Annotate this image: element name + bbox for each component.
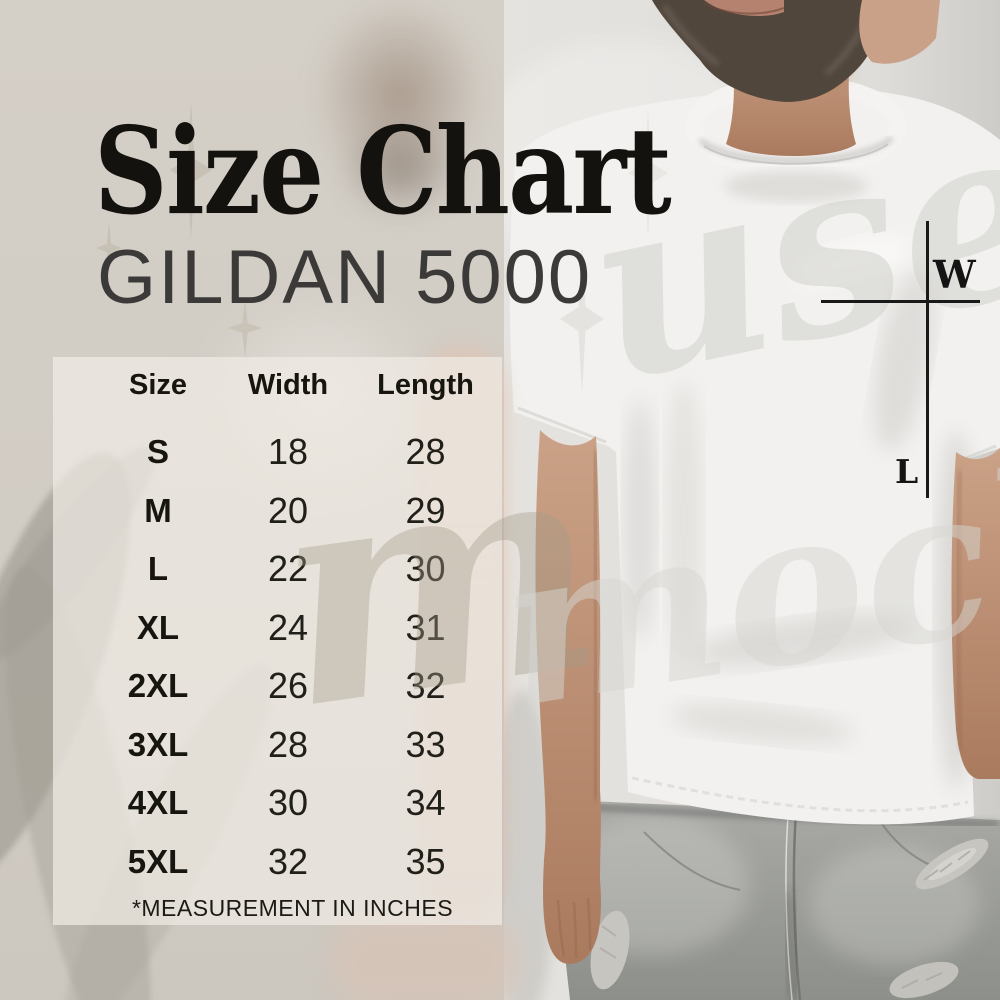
- size-label: 2XL: [127, 667, 189, 705]
- column-header-width: Width: [247, 368, 329, 401]
- length-value: 35: [405, 840, 446, 882]
- length-measure-line: [926, 221, 929, 498]
- length-value: 32: [405, 665, 446, 707]
- length-measure-label: L: [895, 452, 919, 491]
- width-value: 30: [267, 782, 309, 824]
- size-table-panel: Size Width Length S 18 28 M 20 29 L 22 3…: [53, 357, 502, 925]
- width-value: 26: [267, 665, 309, 707]
- size-label: 5XL: [127, 842, 189, 880]
- width-value: 20: [267, 489, 309, 531]
- column-header-size: Size: [128, 368, 188, 401]
- jeans-rip: [889, 961, 959, 999]
- size-label: M: [144, 491, 172, 529]
- table-row: 3XL 28 33: [93, 716, 498, 775]
- hem-stitch: [631, 776, 969, 813]
- table-header-row: Size Width Length: [93, 357, 498, 413]
- table-row: 2XL 26 32: [93, 657, 498, 716]
- length-value: 28: [405, 431, 446, 473]
- size-label: 4XL: [127, 784, 189, 822]
- page-title: Size Chart: [94, 101, 672, 242]
- length-value: 34: [405, 782, 446, 824]
- size-label: S: [146, 433, 169, 471]
- table-row: M 20 29: [93, 482, 498, 541]
- right-arm: [535, 430, 601, 964]
- beard: [652, 0, 940, 102]
- length-value: 31: [405, 606, 446, 648]
- width-value: 28: [267, 723, 309, 765]
- jeans-rip: [915, 838, 989, 890]
- model-photo: [504, 0, 1000, 1000]
- table-row: S 18 28: [93, 423, 498, 482]
- width-value: 24: [267, 606, 309, 648]
- measurement-footnote: *MEASUREMENT IN INCHES: [131, 895, 454, 921]
- left-arm: [951, 448, 1000, 779]
- length-value: 29: [405, 489, 446, 531]
- size-label: L: [147, 550, 169, 588]
- length-value: 33: [405, 723, 446, 765]
- width-measure-label: W: [933, 252, 976, 297]
- table-body: S 18 28 M 20 29 L 22 30 XL 24 31 2XL 26: [93, 423, 498, 891]
- table-row: L 22 30: [93, 540, 498, 599]
- width-value: 22: [267, 548, 309, 590]
- table-row: XL 24 31: [93, 599, 498, 658]
- cheek: [859, 0, 940, 64]
- page-subtitle: GILDAN 5000: [97, 235, 593, 320]
- size-label: XL: [136, 608, 180, 646]
- fingers: [556, 897, 592, 959]
- table-row: 5XL 32 35: [93, 833, 498, 892]
- column-header-length: Length: [377, 368, 474, 401]
- width-measure-line: [821, 300, 980, 303]
- table-row: 4XL 30 34: [93, 774, 498, 833]
- width-value: 18: [267, 431, 309, 473]
- width-value: 32: [267, 840, 309, 882]
- size-label: 3XL: [127, 725, 189, 763]
- length-value: 30: [405, 548, 446, 590]
- jeans-rip: [590, 910, 630, 990]
- jeans: [553, 800, 1000, 1000]
